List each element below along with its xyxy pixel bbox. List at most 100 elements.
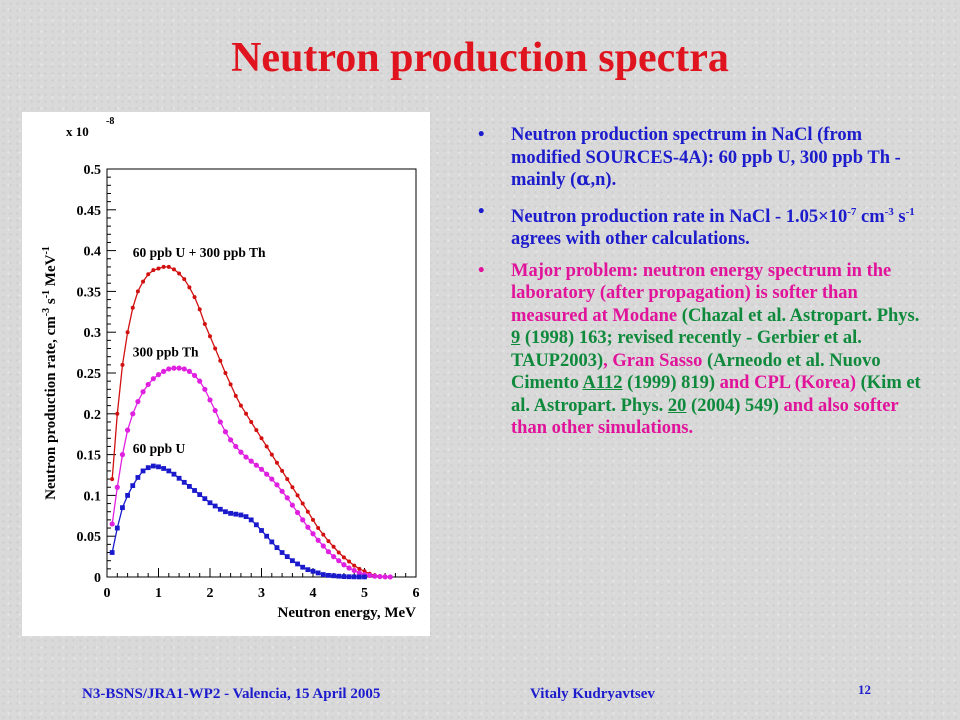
bullet-3-p12: (2004) 549): [686, 395, 779, 416]
data-point: [331, 554, 337, 560]
data-point: [264, 444, 269, 449]
data-point: [171, 365, 177, 371]
data-point: [150, 463, 156, 469]
data-point: [202, 496, 208, 502]
data-point: [346, 574, 352, 580]
data-point: [130, 483, 136, 489]
data-point: [228, 510, 233, 516]
data-point: [248, 458, 254, 464]
data-point: [233, 393, 238, 398]
series-annotation: 60 ppb U: [133, 441, 186, 456]
data-point: [300, 564, 306, 570]
data-point: [197, 378, 203, 384]
data-point: [176, 365, 182, 371]
data-point: [228, 382, 233, 387]
bullet-3-p11: 20: [667, 395, 687, 416]
data-point: [115, 411, 120, 416]
data-point: [284, 554, 290, 559]
data-point: [254, 428, 259, 433]
data-point: [269, 452, 274, 457]
bullet-1-text-end: ,n).: [590, 170, 617, 190]
data-point: [320, 572, 326, 577]
data-point: [279, 550, 285, 555]
bullet-3-p6: (Arneodo et al. Nuovo Cimento: [511, 350, 881, 394]
bullet-2-cm: cm: [856, 206, 885, 227]
bullet-2-text: Neutron production rate in NaCl - 1.05: [511, 206, 819, 227]
bullet-2-exp3: -1: [905, 205, 915, 218]
neutron-spectrum-chart: 0 0.05 0.1 0.15 0.2 0.25 0.3 0.35 0.4 0.45 0.5 0 1 2 3…: [41, 116, 420, 621]
data-point: [228, 437, 234, 443]
data-point: [197, 307, 202, 312]
data-point: [155, 372, 162, 378]
data-point: [377, 573, 383, 580]
bullet-3-p5: , Gran Sasso: [603, 350, 707, 371]
data-point: [356, 574, 362, 580]
data-point: [222, 429, 229, 435]
data-point: [341, 574, 347, 579]
plot-frame: [106, 168, 417, 578]
data-point: [305, 567, 311, 573]
alpha-symbol: α: [576, 169, 591, 190]
y-axis-label-part: -3: [41, 308, 52, 316]
data-point: [274, 482, 280, 488]
data-point: [114, 484, 120, 490]
bullet-2-s: s: [893, 206, 906, 227]
data-point: [295, 493, 300, 498]
data-point: [269, 476, 275, 482]
data-point: [212, 407, 218, 414]
data-point: [346, 565, 352, 571]
data-point: [181, 366, 187, 372]
data-point: [166, 468, 172, 474]
data-point: [253, 462, 259, 468]
data-point: [310, 568, 316, 574]
data-point: [269, 539, 275, 545]
data-point: [202, 386, 208, 392]
data-point: [109, 550, 115, 555]
bullet-1-text: Neutron production spectrum in NaCl (fro…: [511, 125, 901, 190]
data-point: [161, 264, 166, 269]
data-point: [192, 295, 197, 300]
slide-title: Neutron production spectra: [231, 35, 729, 81]
x-tick-label: 6: [413, 586, 420, 601]
data-point: [171, 267, 176, 272]
data-point: [280, 468, 285, 473]
data-point: [120, 505, 125, 511]
data-point: [279, 488, 285, 494]
y-axis-label-part: Neutron production rate, cm: [43, 316, 59, 500]
data-point: [341, 562, 347, 568]
bullet-3-p3: 9: [511, 328, 521, 349]
y-tick-label: 0.35: [77, 285, 102, 300]
y-tick-label: 0.25: [77, 367, 102, 382]
data-point: [264, 533, 270, 539]
data-point: [177, 271, 182, 276]
bullet-dot: •: [478, 260, 485, 281]
data-point: [146, 272, 151, 277]
data-point: [150, 376, 156, 382]
bullet-3-p8: (1999) 819): [622, 373, 716, 394]
y-tick-label: 0.5: [84, 163, 102, 178]
data-point: [264, 471, 270, 477]
data-point: [300, 501, 305, 506]
chart-panel: 0 0.05 0.1 0.15 0.2 0.25 0.3 0.35 0.4 0.45 0.5 0 1 2 3…: [22, 112, 430, 636]
data-point: [202, 322, 207, 327]
data-point: [135, 475, 141, 480]
data-point: [140, 468, 146, 474]
data-point: [125, 330, 130, 335]
bullet-1: • Neutron production spectrum in NaCl (f…: [478, 124, 928, 192]
data-point: [326, 572, 331, 578]
data-point: [217, 506, 223, 512]
data-point: [223, 509, 228, 515]
data-point: [259, 436, 264, 441]
data-point: [351, 574, 357, 580]
data-point: [187, 484, 192, 489]
data-point: [310, 531, 316, 537]
data-point: [347, 559, 352, 564]
y-axis-label-part: -1: [41, 290, 52, 298]
data-point: [186, 368, 192, 374]
data-point: [311, 517, 315, 522]
bullet-3-p4: (1998) 163; revised recently - Gerbier e…: [511, 328, 862, 371]
data-point: [295, 561, 300, 567]
series-annotation: 60 ppb U + 300 ppb Th: [133, 245, 266, 260]
data-point: [119, 452, 126, 458]
data-point: [213, 346, 218, 351]
